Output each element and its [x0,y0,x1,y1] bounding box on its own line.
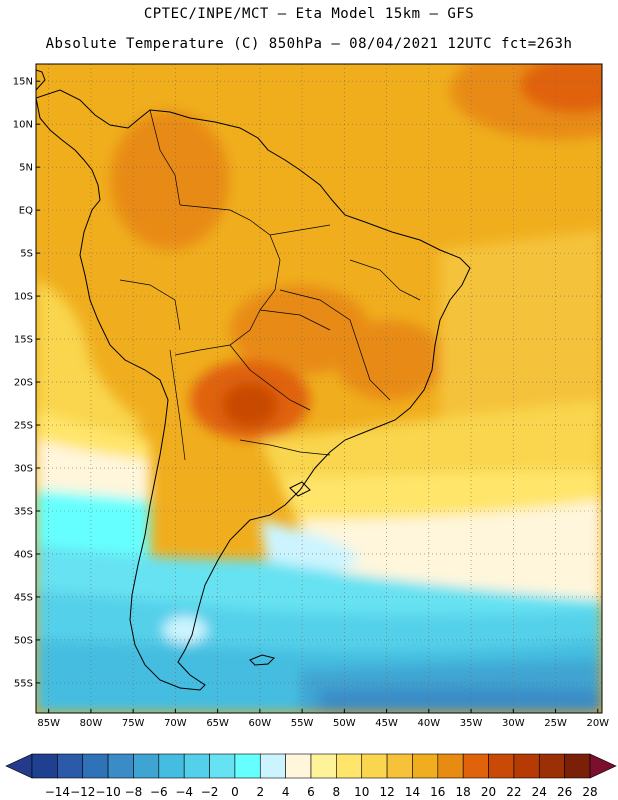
country-borders [119,109,421,461]
lon-label: 40W [418,718,441,729]
longitude-labels: 85W 80W 75W 70W 65W 60W 55W 50W 45W 40W 35W 30W 25W 2… [37,709,609,729]
colorbar-label: 20 [481,785,496,799]
colorbar-label: −4 [175,785,193,799]
lon-label: 55W [291,718,314,729]
colorbar [5,753,617,779]
lat-label: EQ [19,206,33,217]
colorbar-swatch [361,753,388,779]
lon-label: 60W [249,718,272,729]
temperature-field [36,64,602,713]
colorbar-swatch [31,753,58,779]
latitude-labels: 15N 10N 5N EQ 5S 10S 15S 20S 25S 30S 35S 40S 45S 50S 5… [13,77,40,689]
colorbar-label: 0 [231,785,239,799]
colorbar-swatch [285,753,312,779]
lat-label: 35S [14,506,33,517]
lon-label: 75W [122,718,145,729]
lon-label: 35W [460,718,483,729]
colorbar-label: 10 [354,785,369,799]
lon-label: 65W [206,718,229,729]
lat-label: 20S [14,378,33,389]
lat-label: 50S [14,635,33,646]
lon-label: 50W [333,718,356,729]
lon-label: 85W [37,718,60,729]
colorbar-swatch [564,753,591,779]
colorbar-swatch [513,753,540,779]
colorbar-label: 24 [532,785,547,799]
colorbar-label: 4 [282,785,290,799]
colorbar-label: −2 [201,785,219,799]
colorbar-label: 26 [557,785,572,799]
colorbar-swatch [158,753,185,779]
colorbar-swatch [462,753,489,779]
lat-label: 15N [13,77,33,88]
colorbar-label: −10 [95,785,120,799]
colorbar-under-arrow [5,753,33,779]
lon-label: 70W [164,718,187,729]
lat-label: 30S [14,464,33,475]
colorbar-label: 16 [430,785,445,799]
colorbar-swatch [488,753,515,779]
colorbar-swatch [107,753,134,779]
colorbar-label: 8 [333,785,341,799]
colorbar-swatch [310,753,337,779]
colorbar-label: 22 [506,785,521,799]
lon-label: 45W [375,718,398,729]
lat-label: 15S [14,335,33,346]
lat-label: 45S [14,592,33,603]
colorbar-swatch [209,753,236,779]
colorbar-label: 28 [582,785,597,799]
colorbar-labels: −14 −12 −10 −8 −6 −4 −2 0 2 4 6 8 10 12 14 16 18 20 22 24 26… [45,785,598,799]
colorbar-label: −14 [45,785,70,799]
colorbar-label: 2 [256,785,264,799]
lat-label: 25S [14,421,33,432]
colorbar-label: 14 [405,785,420,799]
lon-label: 80W [80,718,103,729]
colorbar-label: −12 [70,785,95,799]
lon-label: 20W [586,718,609,729]
coastline [36,69,471,691]
colorbar-swatch [183,753,210,779]
lat-label: 5S [20,249,33,260]
colorbar-label: 12 [379,785,394,799]
colorbar-swatch [437,753,464,779]
lat-label: 5N [19,163,33,174]
colorbar-swatch [336,753,363,779]
colorbar-label: 18 [456,785,471,799]
title-line-2: Absolute Temperature (C) 850hPa – 08/04/… [45,36,573,52]
colorbar-swatch [57,753,84,779]
map-frame [35,63,603,714]
title-line-1: CPTEC/INPE/MCT – Eta Model 15km – GFS [143,6,475,22]
colorbar-swatch [259,753,286,779]
lat-label: 40S [14,549,33,560]
lat-label: 10N [13,120,33,131]
colorbar-swatch [386,753,413,779]
colorbar-swatch [538,753,565,779]
colorbar-swatch [82,753,109,779]
lon-label: 25W [544,718,567,729]
colorbar-label: 6 [307,785,315,799]
colorbar-over-arrow [589,753,617,779]
lat-label: 10S [14,292,33,303]
colorbar-swatch [234,753,261,779]
lat-label: 55S [14,678,33,689]
lon-label: 30W [502,718,525,729]
colorbar-label: −6 [150,785,168,799]
colorbar-swatch [412,753,439,779]
colorbar-swatch [133,753,160,779]
colorbar-label: −8 [125,785,143,799]
